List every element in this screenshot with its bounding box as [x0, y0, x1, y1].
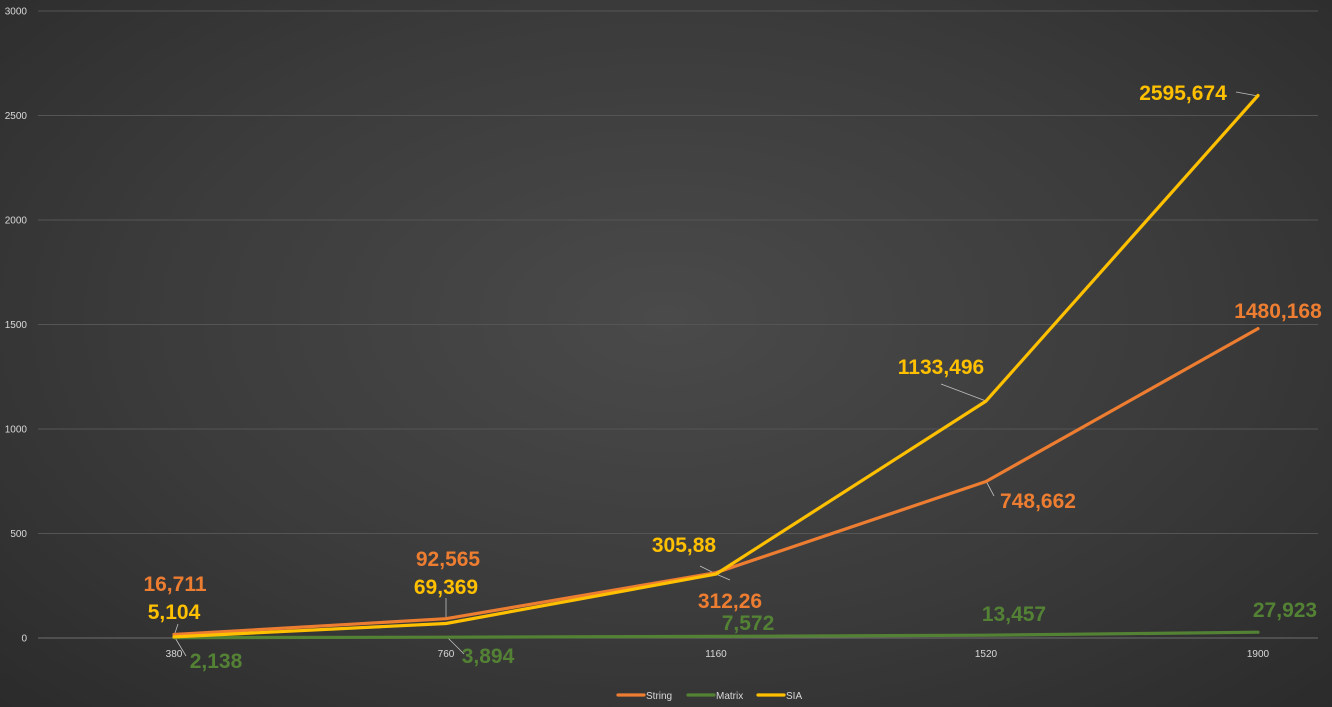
legend-item-string: String	[616, 691, 672, 702]
y-tick-label: 500	[10, 529, 27, 540]
x-tick-label: 1520	[975, 649, 998, 660]
series-line-string	[172, 327, 1260, 637]
data-label-string: 312,26	[698, 590, 762, 613]
data-label-string: 92,565	[416, 548, 481, 571]
leader-line	[715, 573, 731, 581]
data-label-matrix: 13,457	[982, 603, 1046, 626]
x-tick-label: 1160	[705, 649, 727, 660]
series-line-matrix	[172, 630, 1260, 640]
data-label-matrix: 7,572	[722, 612, 775, 635]
legend-label: String	[646, 691, 672, 702]
legend-item-sia: SIA	[756, 691, 802, 702]
x-tick-label: 1900	[1247, 649, 1270, 660]
x-tick-label: 380	[166, 649, 183, 660]
y-axis: 0 500 1000 1500 2000 2500 3000	[5, 7, 28, 645]
leader-line	[1235, 91, 1259, 97]
data-label-sia: 2595,674	[1139, 82, 1227, 105]
legend-item-matrix: Matrix	[686, 691, 743, 702]
gridlines	[38, 10, 1318, 639]
data-label-sia: 1133,496	[898, 356, 984, 379]
data-labels: 16,711 92,565 312,26 748,662 1480,168 2,138 3,…	[143, 82, 1322, 673]
data-label-matrix: 3,894	[462, 645, 515, 668]
data-label-matrix: 27,923	[1253, 599, 1317, 622]
series-lines	[172, 93, 1260, 640]
y-tick-label: 3000	[5, 7, 28, 18]
data-label-string: 1480,168	[1234, 300, 1322, 323]
data-label-sia: 5,104	[148, 601, 201, 624]
series-line-sia	[172, 93, 1260, 639]
y-tick-label: 0	[21, 634, 27, 645]
legend-label: SIA	[786, 691, 802, 702]
x-tick-label: 760	[438, 649, 455, 660]
legend-label: Matrix	[716, 691, 743, 702]
data-label-string: 16,711	[143, 573, 206, 596]
leader-line	[173, 635, 187, 657]
y-tick-label: 1500	[5, 320, 28, 331]
data-label-sia: 69,369	[414, 576, 478, 599]
y-tick-label: 2000	[5, 216, 28, 227]
leader-line	[445, 635, 465, 655]
data-label-matrix: 2,138	[190, 650, 243, 673]
data-label-sia: 305,88	[652, 534, 717, 557]
x-axis: 380 760 1160 1520 1900	[166, 649, 1270, 660]
legend: String Matrix SIA	[616, 691, 802, 702]
data-label-string: 748,662	[1000, 490, 1076, 513]
y-tick-label: 2500	[5, 111, 28, 122]
leader-line	[985, 480, 995, 497]
leader-line	[940, 383, 987, 402]
y-tick-label: 1000	[5, 425, 28, 436]
